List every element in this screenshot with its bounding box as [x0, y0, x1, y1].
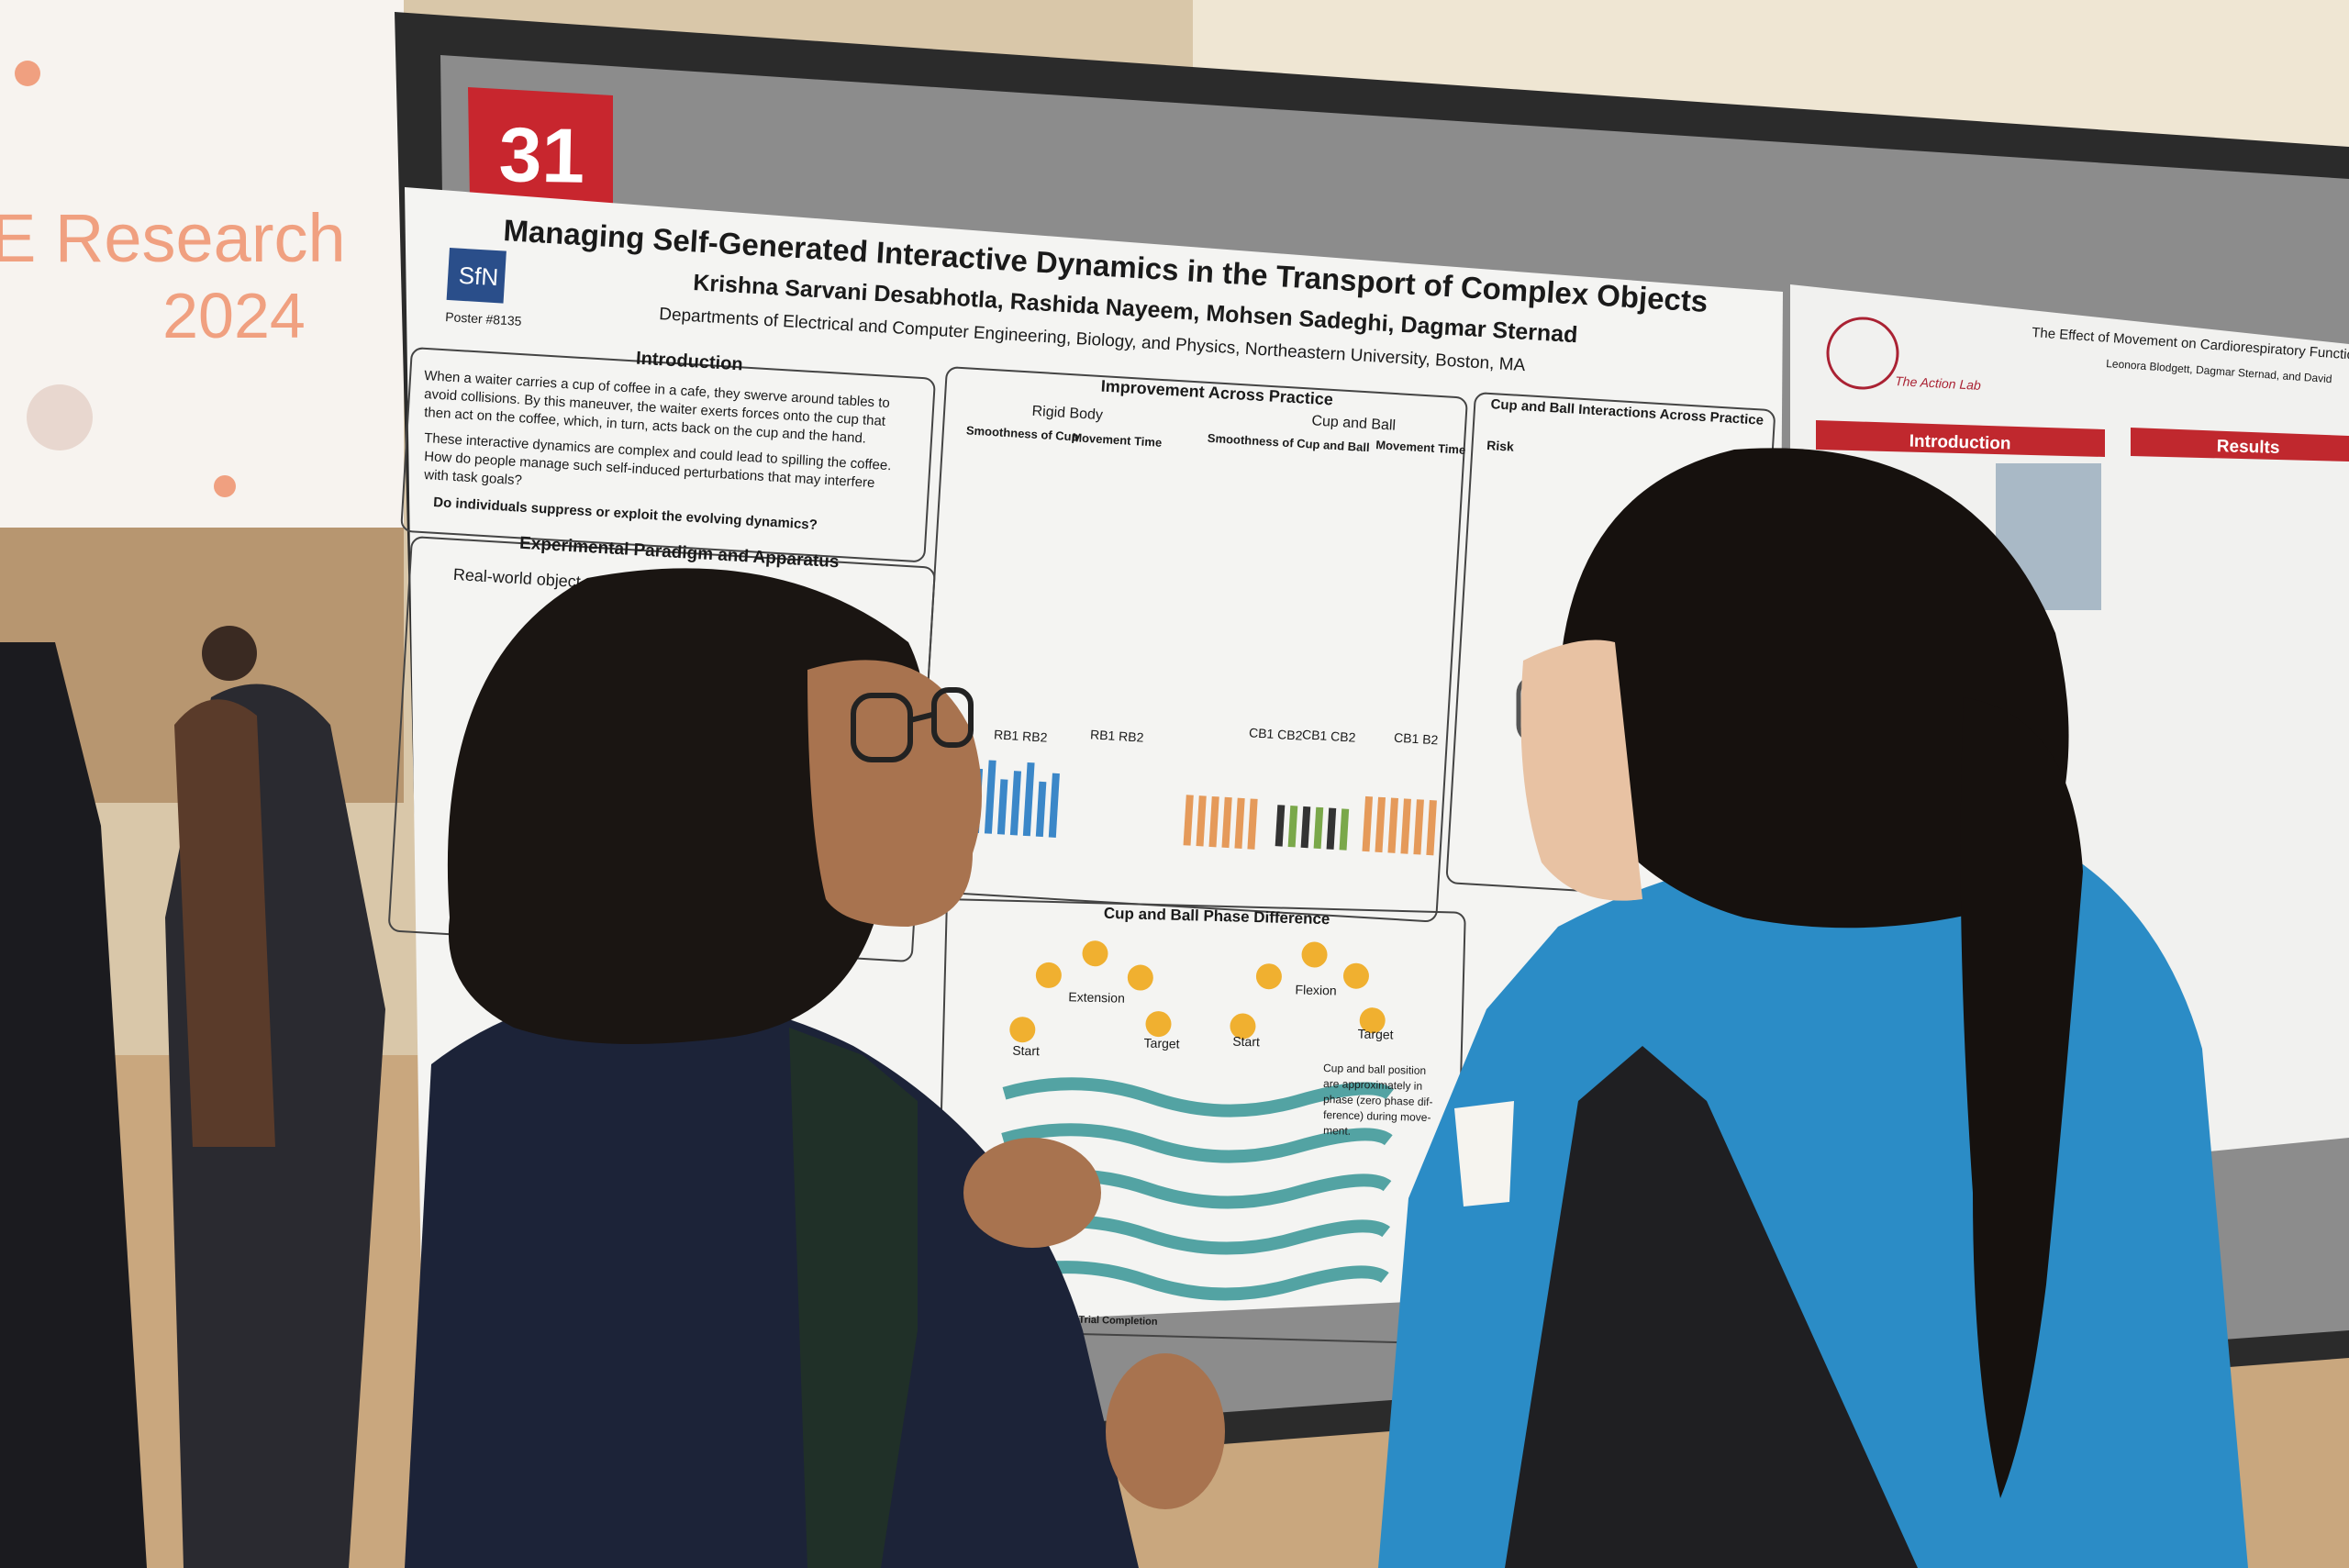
panel-label: Flexion: [1295, 982, 1337, 997]
chart-graphics: [958, 760, 1437, 856]
person-left-scarf: [789, 1028, 918, 1568]
section-heading: Results: [2217, 437, 2280, 458]
braid: [1960, 697, 2083, 1498]
person-left-hand: [963, 1138, 1101, 1248]
intro-line: with task goals?: [423, 467, 523, 488]
decor-bar: [1313, 806, 1324, 850]
glasses: [851, 687, 974, 762]
decor-ball: [1127, 964, 1153, 991]
decor-bar: [1300, 806, 1311, 849]
poster-number-tag: [468, 87, 613, 204]
axis-label: CB1 B2: [1394, 730, 1439, 748]
note-line: Cup and ball position: [1323, 1062, 1426, 1077]
decor-bar: [1196, 795, 1207, 847]
person-left-hair: [447, 568, 927, 1044]
panel-label: Cup and Ball: [1311, 413, 1396, 433]
decor-bar: [1375, 796, 1386, 853]
decor-ball: [1230, 1013, 1256, 1040]
decor-ball: [1082, 940, 1108, 967]
panel-label: Risk: [1486, 438, 1515, 454]
decor-ball: [1009, 1017, 1036, 1043]
panel-label: Movement Time: [1375, 438, 1466, 457]
axis-label: RB1 RB2: [994, 727, 1048, 744]
decor-bar: [1048, 773, 1060, 838]
slide-dot: [27, 384, 93, 450]
decor-bar: [984, 760, 996, 834]
axis-label: CB1 CB2: [1249, 725, 1303, 742]
decor-bar: [1275, 805, 1286, 847]
decor-bar: [1339, 808, 1350, 851]
panel-label: Smoothness of Cup: [966, 423, 1080, 443]
slide-text: E Research: [0, 200, 346, 276]
logo-text: SfN: [458, 261, 499, 292]
panel-label: Target: [1357, 1026, 1393, 1041]
person-background: [0, 642, 147, 1568]
panel-label: Rigid Body: [1031, 404, 1103, 424]
seal: [1826, 317, 1899, 390]
decor-bar: [1326, 807, 1337, 850]
decor-bar: [1183, 795, 1194, 846]
panel-label: Target: [1143, 1035, 1179, 1051]
panel-label: Movement Time: [1072, 430, 1163, 450]
decor-bar: [1022, 762, 1035, 837]
person-background: [174, 699, 275, 1147]
note-line: phase (zero phase dif-: [1323, 1093, 1433, 1108]
decor-bar: [1287, 806, 1298, 848]
intro-panel: [400, 347, 936, 562]
poster-id: Poster #8135: [445, 309, 522, 328]
person-left-sweater: [405, 986, 1139, 1568]
panel-label: Start: [1232, 1034, 1260, 1050]
decor-bar: [1400, 798, 1411, 854]
person-left-hand: [1106, 1353, 1225, 1509]
decor-ball: [1359, 1007, 1386, 1034]
decor-wave: [1002, 1077, 1394, 1118]
poster-number: 31: [498, 111, 585, 199]
results-bar: [2131, 428, 2349, 462]
intro-bar: [1816, 420, 2105, 457]
decor-ball: [1255, 963, 1282, 990]
axis-label: RB1 RB2: [1090, 727, 1144, 744]
decor-bar: [1247, 798, 1258, 850]
decor-bar: [1413, 799, 1424, 855]
decor-bar: [1035, 781, 1047, 838]
note-line: ment.: [1323, 1124, 1351, 1138]
person-background-head: [202, 626, 257, 681]
slide-dot: [15, 61, 40, 86]
note-line: ference) during move-: [1323, 1108, 1431, 1124]
panel-label: Start: [1012, 1043, 1040, 1059]
decor-bar: [1221, 796, 1232, 849]
decor-bar: [1426, 800, 1437, 856]
decor-ball: [1301, 941, 1328, 968]
decor-bar: [1208, 795, 1219, 848]
decor-bar: [996, 779, 1008, 835]
panel-label: Extension: [1068, 989, 1125, 1006]
note-line: are approximately in: [1323, 1077, 1422, 1093]
sfn-logo: [446, 248, 507, 304]
decor-bar: [1362, 795, 1374, 852]
backpack-strap: [1505, 1046, 1918, 1568]
lab-name: The Action Lab: [1895, 373, 1982, 393]
slide-dot: [214, 475, 236, 497]
decor-wave: [1001, 1123, 1393, 1163]
slide-text: 2024: [162, 280, 306, 351]
improvement-panel: [915, 366, 1468, 922]
person-right-hair: [1558, 448, 2069, 929]
decor-bar: [1387, 797, 1398, 853]
decor-ball: [1145, 1011, 1172, 1038]
axis-label: CB1 CB2: [1302, 727, 1356, 744]
decor-bar: [1009, 771, 1022, 836]
decor-wave: [997, 1261, 1389, 1301]
decor-ball: [1342, 962, 1369, 989]
decor-bar: [1234, 797, 1245, 849]
person-right-face: [1520, 639, 1642, 901]
section-heading: Introduction: [1909, 432, 2010, 454]
paper-cup: [1454, 1101, 1514, 1207]
decor-ball: [1035, 962, 1062, 988]
